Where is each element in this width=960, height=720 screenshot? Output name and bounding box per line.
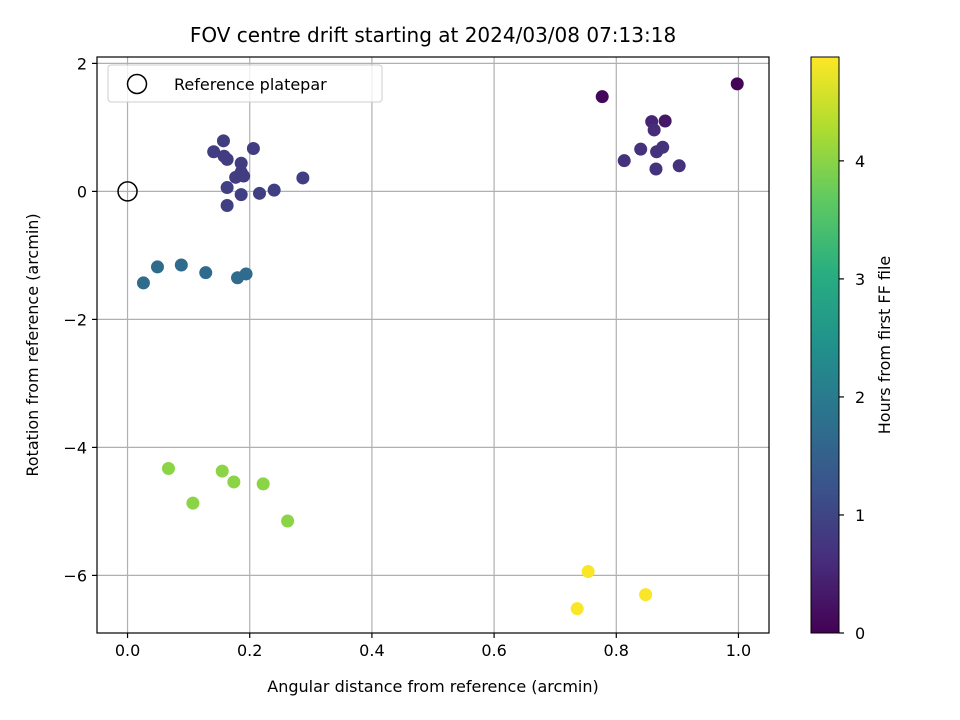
data-point (658, 114, 672, 128)
y-tick-label: 2 (77, 54, 87, 73)
data-point (220, 198, 234, 212)
x-tick-label: 0.8 (604, 641, 629, 660)
chart-title: FOV centre drift starting at 2024/03/08 … (190, 23, 676, 47)
data-point (174, 258, 188, 272)
reference-platepar-marker (117, 181, 138, 202)
data-point (617, 154, 631, 168)
data-point (215, 464, 229, 478)
y-tick-label: −4 (63, 438, 87, 457)
data-point (649, 162, 663, 176)
data-point (672, 159, 686, 173)
data-point (650, 145, 664, 159)
data-point (647, 123, 661, 137)
colorbar-tick-label: 4 (855, 152, 865, 171)
data-point (237, 169, 251, 183)
data-point (161, 462, 175, 476)
plot-frame (96, 56, 770, 634)
x-tick-label: 1.0 (726, 641, 751, 660)
data-point (581, 565, 595, 579)
data-point (227, 475, 241, 489)
data-point (639, 588, 653, 602)
data-point (136, 276, 150, 290)
y-axis-label: Rotation from reference (arcmin) (23, 213, 42, 476)
data-point (231, 271, 245, 285)
data-point (220, 152, 234, 166)
data-point (234, 188, 248, 202)
colorbar-tick-label: 3 (855, 270, 865, 289)
data-point (234, 156, 248, 170)
data-point (220, 181, 234, 195)
x-axis-label: Angular distance from reference (arcmin) (267, 677, 598, 696)
x-tick-label: 0.4 (359, 641, 384, 660)
legend: Reference platepar (107, 64, 383, 103)
data-point (256, 477, 270, 491)
data-points (136, 77, 744, 616)
data-point (634, 142, 648, 156)
y-tick-label: 0 (77, 182, 87, 201)
legend-open-circle-icon (126, 73, 148, 95)
data-point (199, 266, 213, 280)
x-tick-label: 0.6 (481, 641, 506, 660)
colorbar: 0 1 2 3 4 Hours from first FF file (810, 56, 894, 643)
x-axis-ticks: 0.0 0.2 0.4 0.6 0.8 1.0 (115, 633, 751, 660)
data-point (186, 496, 200, 510)
colorbar-tick-label: 1 (855, 506, 865, 525)
data-point (730, 77, 744, 91)
data-point (246, 142, 260, 156)
data-point (150, 260, 164, 274)
data-point (253, 186, 267, 200)
colorbar-tick-label: 0 (855, 624, 865, 643)
y-tick-label: −2 (63, 310, 87, 329)
data-point (207, 145, 221, 159)
data-point (267, 183, 281, 197)
x-tick-label: 0.2 (237, 641, 262, 660)
legend-label: Reference platepar (174, 75, 327, 94)
y-tick-label: −6 (63, 566, 87, 585)
data-point (296, 171, 310, 185)
data-point (216, 134, 230, 148)
data-point (595, 90, 609, 104)
colorbar-tick-label: 2 (855, 388, 865, 407)
y-axis-ticks: 2 0 −2 −4 −6 (63, 54, 97, 585)
grid-lines (97, 57, 769, 633)
data-point (570, 602, 584, 616)
data-point (281, 514, 295, 528)
legend-box (107, 64, 383, 103)
colorbar-label: Hours from first FF file (875, 256, 894, 435)
colorbar-ticks: 0 1 2 3 4 (839, 152, 865, 643)
colorbar-gradient (810, 56, 840, 634)
x-tick-label: 0.0 (115, 641, 140, 660)
